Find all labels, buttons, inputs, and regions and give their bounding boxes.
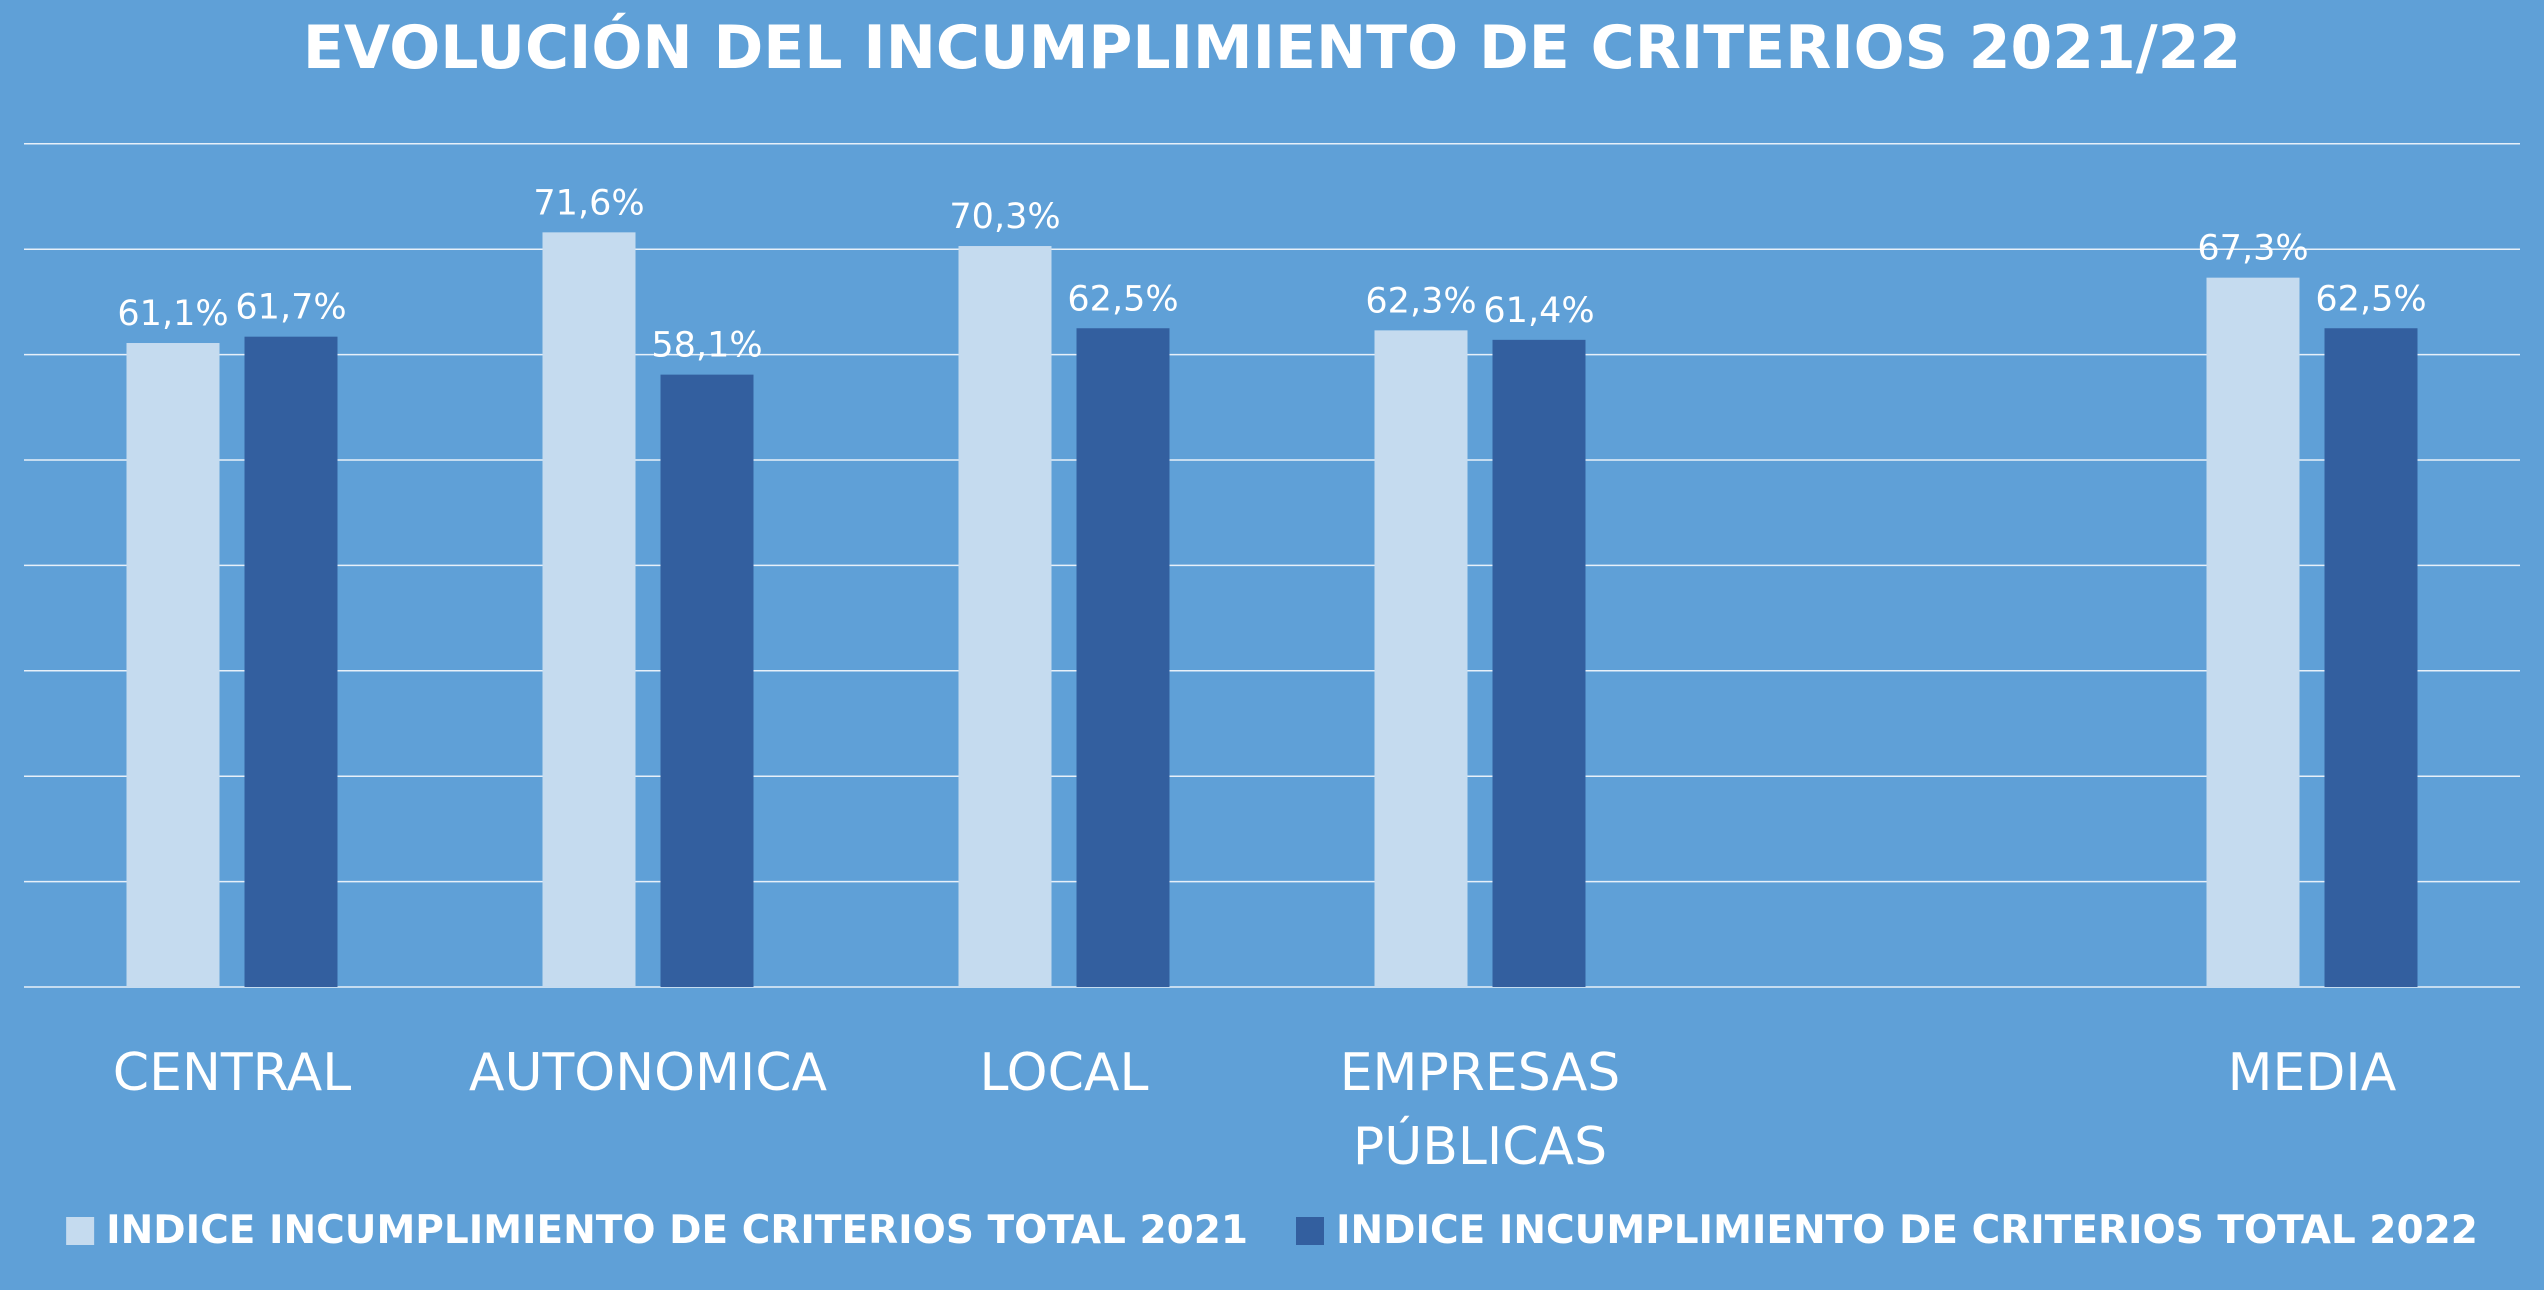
data-label: 62,3% — [1365, 281, 1476, 321]
data-label: 67,3% — [2197, 229, 2308, 269]
category-label: LOCAL — [980, 1043, 1149, 1103]
legend: INDICE INCUMPLIMIENTO DE CRITERIOS TOTAL… — [66, 1208, 2478, 1253]
chart-title: EVOLUCIÓN DEL INCUMPLIMIENTO DE CRITERIO… — [303, 12, 2241, 83]
bar-2022-1 — [660, 374, 754, 988]
bar-2021-1 — [542, 232, 636, 987]
bar-2022-2 — [1076, 328, 1170, 987]
data-label: 61,1% — [117, 294, 228, 334]
legend-swatch — [1296, 1217, 1324, 1245]
category-label: MEDIA — [2228, 1043, 2397, 1103]
data-label: 61,7% — [235, 288, 346, 328]
bar-2021-5 — [2206, 277, 2300, 988]
bar-2021-3 — [1374, 330, 1468, 987]
data-label: 62,5% — [1067, 279, 1178, 319]
legend-item-0: INDICE INCUMPLIMIENTO DE CRITERIOS TOTAL… — [66, 1208, 1248, 1253]
legend-swatch — [66, 1217, 95, 1245]
legend-item-1: INDICE INCUMPLIMIENTO DE CRITERIOS TOTAL… — [1296, 1208, 2478, 1253]
bar-2021-0 — [126, 343, 220, 988]
bar-2022-0 — [244, 336, 338, 987]
category-label: AUTONOMICA — [469, 1043, 828, 1103]
legend-label: INDICE INCUMPLIMIENTO DE CRITERIOS TOTAL… — [1336, 1208, 2478, 1253]
category-label: EMPRESAS — [1340, 1043, 1621, 1103]
bar-2022-5 — [2324, 328, 2418, 987]
category-label: PÚBLICAS — [1353, 1115, 1607, 1177]
data-label: 62,5% — [2315, 279, 2426, 319]
data-label: 58,1% — [651, 326, 762, 366]
legend-label: INDICE INCUMPLIMIENTO DE CRITERIOS TOTAL… — [106, 1208, 1248, 1253]
category-labels: CENTRAL AUTONOMICA LOCAL EMPRESAS PÚBLICAS ME… — [113, 1043, 2397, 1177]
data-label: 71,6% — [533, 183, 644, 223]
bar-2022-3 — [1492, 339, 1586, 987]
bar-2021-2 — [958, 246, 1052, 988]
data-label: 70,3% — [949, 197, 1060, 237]
bars — [126, 232, 2418, 988]
data-labels: 61,1% 61,7% 71,6% 58,1% 70,3% 62,5% 62,3% 61,4%… — [117, 183, 2426, 365]
data-label: 61,4% — [1483, 291, 1594, 331]
grid-lines — [24, 143, 2520, 988]
category-label: CENTRAL — [113, 1043, 351, 1103]
